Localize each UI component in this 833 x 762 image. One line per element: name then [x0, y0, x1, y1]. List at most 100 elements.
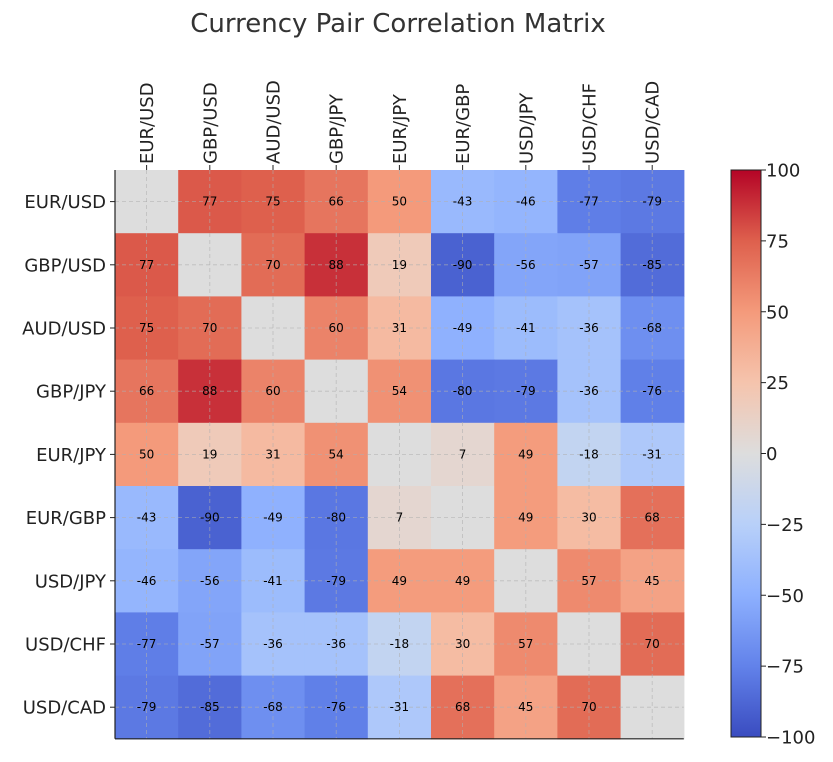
heatmap-cell — [431, 549, 495, 613]
heatmap-cell — [241, 359, 306, 424]
colorbar-gradient — [730, 169, 762, 738]
cell-value-label: 49 — [518, 511, 533, 525]
cell-value-label: -80 — [326, 511, 346, 525]
heatmap-cell — [241, 675, 306, 740]
cell-value-label: -90 — [453, 258, 473, 272]
cell-value-label: -36 — [326, 637, 346, 651]
heatmap-cell — [620, 296, 685, 361]
heatmap-cell — [431, 359, 495, 424]
cell-value-label: 30 — [581, 511, 596, 525]
heatmap-cell — [557, 486, 622, 550]
cell-value-label: 57 — [518, 637, 533, 651]
heatmap-cell — [241, 296, 306, 361]
cell-value-label: -57 — [579, 258, 599, 272]
cell-value-label: -36 — [579, 321, 599, 335]
heatmap-cell — [241, 422, 306, 487]
cell-value-label: -49 — [263, 511, 283, 525]
heatmap-cell — [557, 422, 622, 487]
colorbar: 100 75 50 25 0 −25 −50 −75 −100 — [730, 161, 815, 749]
heatmap-cell — [494, 359, 558, 424]
cell-value-label: 70 — [265, 258, 280, 272]
cell-value-label: 49 — [455, 574, 470, 588]
cell-value-label: -85 — [200, 700, 220, 714]
y-axis-tick-labels: EUR/USD GBP/USD AUD/USD GBP/JPY EUR/JPY EUR/G… — [22, 192, 107, 719]
cell-value-label: -77 — [137, 637, 157, 651]
cell-value-label: 77 — [139, 258, 154, 272]
cell-value-label: -18 — [390, 637, 410, 651]
x-tick-label: GBP/USD — [200, 82, 221, 164]
cell-value-label: -43 — [137, 511, 157, 525]
cell-value-label: 75 — [265, 195, 280, 209]
cell-value-label: -68 — [642, 321, 662, 335]
y-tick-label: EUR/JPY — [36, 445, 107, 466]
x-tick-label: USD/JPY — [516, 92, 537, 164]
heatmap-cell — [304, 675, 369, 740]
cell-value-label: -85 — [642, 258, 662, 272]
cell-value-label: 60 — [265, 384, 280, 398]
heatmap-cell — [431, 612, 495, 677]
cell-value-label: 31 — [392, 321, 407, 335]
x-tick-label: USD/CHF — [580, 83, 601, 164]
colorbar-tick-label: 50 — [766, 302, 789, 323]
heatmap-cell — [367, 612, 432, 677]
cell-value-label: -41 — [516, 321, 536, 335]
cell-value-label: -46 — [516, 195, 536, 209]
cell-value-label: -36 — [263, 637, 283, 651]
cell-value-label: 31 — [265, 447, 280, 461]
heatmap-cell — [367, 422, 432, 487]
cell-value-label: -41 — [263, 574, 283, 588]
cell-value-label: -43 — [453, 195, 473, 209]
x-tick-label: EUR/JPY — [390, 93, 411, 164]
cell-value-label: 45 — [518, 700, 533, 714]
cell-value-label: 19 — [392, 258, 407, 272]
y-tick-label: GBP/USD — [24, 255, 106, 276]
cell-value-label: -36 — [579, 384, 599, 398]
cell-value-label: -77 — [579, 195, 599, 209]
heatmap-cell — [620, 422, 685, 487]
heatmap-cell — [494, 549, 558, 613]
heatmap-cell — [431, 675, 495, 740]
heatmap-cell — [557, 296, 622, 361]
cell-value-label: 66 — [329, 195, 344, 209]
cell-value-label: -31 — [390, 700, 410, 714]
y-tick-label: USD/JPY — [35, 571, 107, 592]
cell-value-label: 50 — [392, 195, 407, 209]
heatmap-cell — [494, 486, 558, 550]
x-tick-label: EUR/GBP — [453, 84, 474, 164]
heatmap-cell — [557, 612, 622, 677]
y-tick-label: EUR/USD — [24, 192, 106, 213]
cell-value-label: 68 — [455, 700, 470, 714]
heatmap-cell — [494, 296, 558, 361]
heatmap-cell — [367, 675, 432, 740]
cell-value-label: 70 — [581, 700, 596, 714]
cell-value-label: -79 — [326, 574, 346, 588]
colorbar-tick-label: −75 — [766, 657, 804, 678]
heatmap-cell — [304, 359, 369, 424]
heatmap-cell — [367, 549, 432, 613]
heatmap-cell — [620, 486, 685, 550]
cell-value-label: -18 — [579, 447, 599, 461]
cell-value-label: 88 — [329, 258, 344, 272]
cell-value-label: 70 — [202, 321, 217, 335]
x-tick-label: AUD/USD — [264, 80, 285, 164]
heatmap-cell — [304, 486, 369, 550]
heatmap-cell — [557, 675, 622, 740]
cell-value-label: 75 — [139, 321, 154, 335]
cell-value-label: 70 — [645, 637, 660, 651]
heatmap-cell — [620, 359, 685, 424]
colorbar-tick-label: 75 — [766, 231, 789, 252]
y-tick-label: GBP/JPY — [36, 382, 107, 403]
heatmap-cell — [241, 486, 306, 550]
heatmap-cell — [304, 296, 369, 361]
heatmap-cell — [494, 422, 558, 487]
cell-value-label: -90 — [200, 511, 220, 525]
heatmap-cell — [241, 612, 306, 677]
cell-value-label: 49 — [392, 574, 407, 588]
cell-value-label: -56 — [200, 574, 220, 588]
heatmap-cell — [367, 486, 432, 550]
cell-value-label: 19 — [202, 447, 217, 461]
x-tick-label: GBP/JPY — [327, 93, 348, 164]
cell-value-label: -56 — [516, 258, 536, 272]
cell-value-label: 68 — [645, 511, 660, 525]
